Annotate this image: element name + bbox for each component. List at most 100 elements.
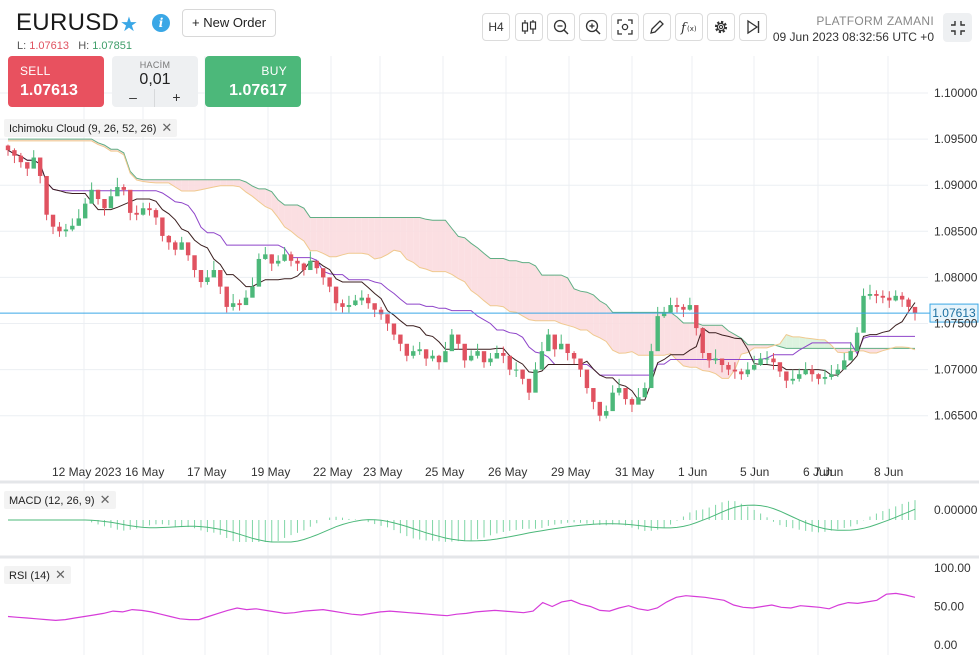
candle — [218, 270, 223, 294]
cloud-segment — [676, 317, 684, 366]
price-axis-label: 1.07000 — [934, 363, 978, 377]
candle — [411, 345, 416, 359]
cloud-segment — [175, 179, 182, 191]
candle — [520, 369, 525, 385]
rsi-pane — [7, 592, 916, 622]
candle-body — [649, 351, 654, 389]
candle-body — [713, 358, 718, 361]
candle-body — [854, 332, 860, 352]
candle-body — [301, 263, 307, 271]
candle — [906, 297, 911, 313]
candle — [57, 222, 62, 237]
candle-body — [623, 388, 628, 400]
sell-button[interactable]: SELL 1.07613 — [8, 56, 104, 107]
play-icon[interactable] — [739, 13, 767, 41]
candle-body — [507, 355, 512, 370]
candle-body — [842, 360, 847, 370]
candle — [848, 341, 853, 361]
candle — [308, 251, 313, 271]
candle — [816, 373, 821, 385]
remove-macd-close-icon[interactable]: ✕ — [99, 492, 111, 507]
candle — [610, 385, 615, 412]
candle — [5, 144, 11, 156]
buy-button[interactable]: BUY 1.07617 — [205, 56, 301, 107]
candle — [12, 148, 17, 164]
price-axis-label: 1.09000 — [934, 178, 978, 192]
new-order-button[interactable]: + New Order — [182, 9, 277, 37]
cloud-segment — [554, 275, 562, 324]
candle-body — [95, 189, 101, 200]
macd-signal-line — [8, 504, 916, 543]
rsi-axis-label: 100.00 — [934, 561, 971, 575]
sell-price: 1.07613 — [20, 82, 78, 99]
info-icon[interactable]: i — [152, 14, 170, 32]
cloud-segment — [824, 339, 832, 349]
cloud-segment — [689, 323, 697, 368]
candle-body — [867, 293, 873, 296]
candle — [430, 350, 435, 362]
candle — [391, 323, 397, 341]
candle — [263, 246, 268, 260]
sell-label: SELL — [20, 64, 51, 78]
candle — [507, 355, 512, 376]
cloud-segment — [503, 258, 510, 312]
cloud-segment — [779, 334, 787, 349]
time-axis-label: 12 May 2023 — [52, 465, 122, 479]
candle — [880, 290, 886, 304]
function-icon[interactable]: f (x) — [675, 13, 703, 41]
candle — [398, 334, 403, 352]
platform-time-value: 09 Jun 2023 08:32:56 UTC +0 — [772, 30, 934, 44]
candle-body — [899, 295, 905, 300]
candle — [211, 260, 217, 278]
candle — [173, 240, 178, 256]
macd-label-text: MACD (12, 26, 9) — [9, 495, 95, 507]
candle — [912, 306, 918, 321]
zoom-out-icon[interactable] — [547, 13, 575, 41]
candlestick-icon[interactable] — [515, 13, 543, 41]
candle — [166, 234, 172, 250]
cloud-segment — [348, 217, 356, 254]
candle-body — [642, 388, 648, 398]
candle — [501, 346, 506, 364]
candle-body — [513, 369, 519, 371]
candle — [874, 290, 879, 304]
candle — [655, 306, 660, 352]
timeframe-button[interactable]: H4 — [482, 13, 510, 41]
zoom-in-icon[interactable] — [579, 13, 607, 41]
candle-body — [423, 349, 429, 359]
candle — [797, 368, 802, 382]
candle-body — [887, 297, 892, 301]
low-high-readout: L: 1.07613 H: 1.07851 — [17, 40, 132, 52]
cloud-segment — [683, 323, 690, 368]
candle — [700, 328, 705, 359]
pencil-icon[interactable] — [643, 13, 671, 41]
cloud-segment — [400, 217, 407, 260]
cloud-segment — [438, 220, 446, 272]
remove-rsi-close-icon[interactable]: ✕ — [54, 567, 66, 582]
candle — [732, 362, 738, 379]
candle-body — [50, 214, 56, 227]
candle — [301, 262, 307, 276]
favorite-star-icon[interactable]: ★ — [120, 14, 138, 36]
fullscreen-icon[interactable] — [943, 13, 972, 42]
high-value: 1.07851 — [92, 40, 133, 52]
gear-icon[interactable] — [707, 13, 735, 41]
remove-ichimoku-close-icon[interactable]: ✕ — [161, 120, 173, 135]
kijun-sen-line — [7, 149, 915, 376]
cloud-segment — [406, 217, 414, 263]
volume-input[interactable]: 0,01 — [139, 71, 171, 88]
time-axis-label: 7 Jun — [814, 465, 843, 479]
candle-body — [835, 369, 841, 375]
candle — [893, 290, 898, 302]
screenshot-icon[interactable] — [611, 13, 639, 41]
candle-body — [893, 295, 898, 301]
candle-body — [411, 351, 416, 356]
volume-decrease-button[interactable]: – — [112, 89, 155, 107]
volume-increase-button[interactable]: + — [172, 89, 181, 105]
candle — [468, 350, 474, 362]
candle — [288, 251, 294, 267]
cloud-segment — [625, 312, 632, 354]
candle — [102, 199, 107, 216]
candle-body — [803, 369, 808, 375]
